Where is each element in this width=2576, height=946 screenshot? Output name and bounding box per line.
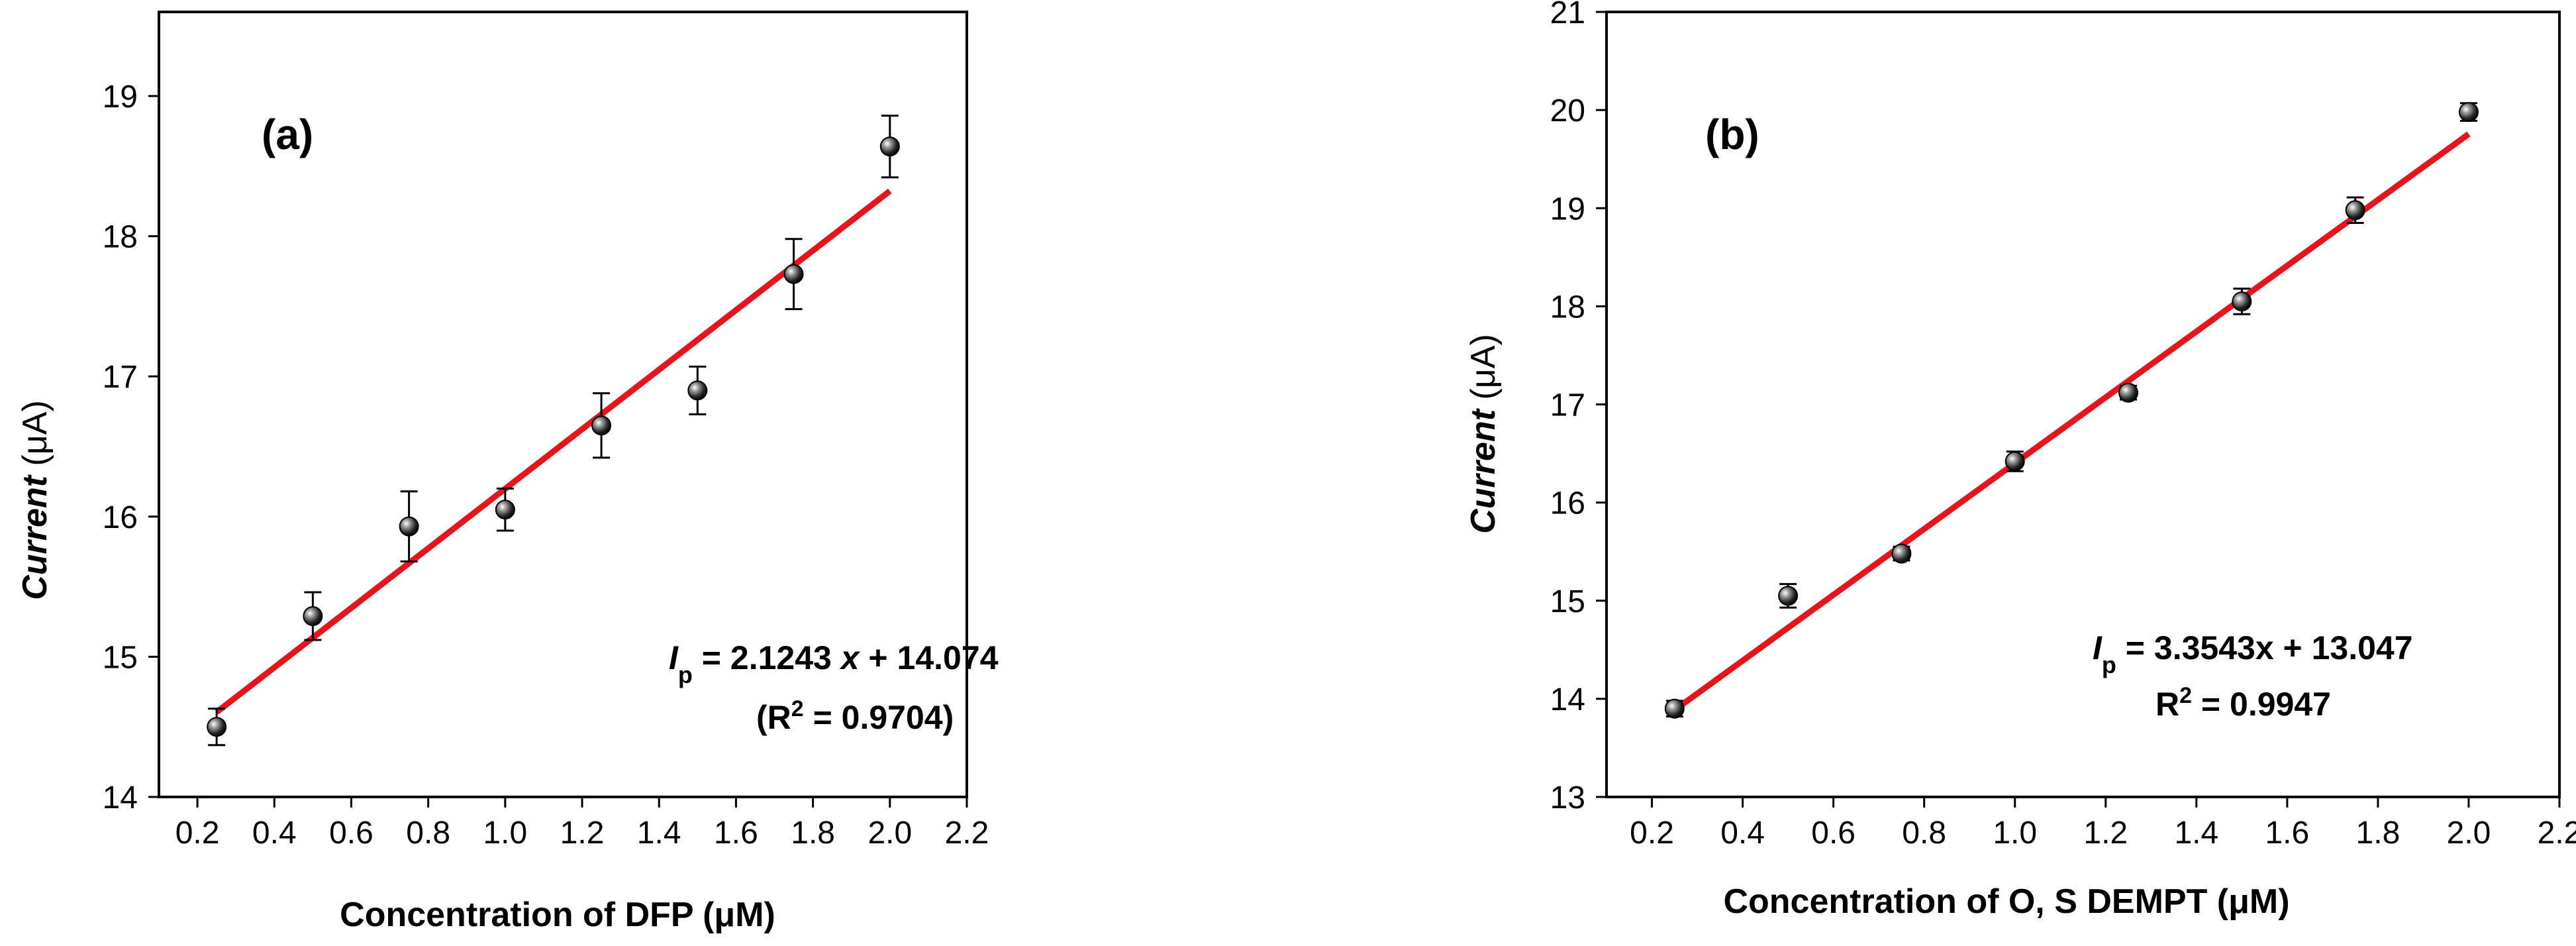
y-tick-label: 17 (1550, 388, 1585, 423)
y-tick-label: 15 (103, 640, 138, 675)
data-point (2232, 291, 2252, 311)
y-tick-label: 13 (1550, 780, 1585, 815)
data-point (207, 717, 227, 737)
chart-panel-a: (a) Concentration of DFP (μM) Current (μ… (16, 11, 999, 934)
x-tick-label: 0.6 (1811, 815, 1856, 851)
data-point (2005, 451, 2025, 472)
x-tick-label: 0.8 (406, 815, 450, 851)
y-tick-label: 16 (103, 500, 138, 535)
x-tick-label: 1.6 (714, 815, 758, 851)
y-tick-label: 19 (1550, 191, 1585, 227)
y-tick-label: 21 (1550, 0, 1585, 30)
data-point (495, 499, 515, 520)
r-squared: (R2 = 0.9704) (756, 696, 954, 736)
y-tick-label: 18 (1550, 289, 1585, 325)
data-point (2118, 382, 2139, 403)
y-axis-label: Current (μA) (16, 400, 54, 600)
y-tick-label: 20 (1550, 93, 1585, 129)
panel-label: (a) (262, 111, 313, 158)
x-tick-label: 0.4 (252, 815, 297, 851)
panel-label: (b) (1705, 111, 1759, 158)
x-tick-label: 2.0 (867, 815, 912, 851)
r-squared: R2 = 0.9947 (2155, 683, 2331, 723)
x-tick-label: 0.2 (175, 815, 220, 851)
x-tick-label: 0.6 (329, 815, 373, 851)
x-tick-label: 1.2 (560, 815, 605, 851)
data-point (591, 415, 612, 436)
plot-frame (158, 11, 968, 798)
x-tick-label: 2.2 (2538, 815, 2576, 851)
y-tick-label: 15 (1550, 584, 1585, 619)
x-tick-label: 2.2 (945, 815, 989, 851)
data-point (687, 380, 708, 401)
data-point (2458, 102, 2479, 123)
data-point (1664, 698, 1685, 719)
x-tick-label: 0.8 (1902, 815, 1946, 851)
data-point (1778, 586, 1799, 606)
x-tick-label: 0.2 (1630, 815, 1674, 851)
y-tick-label: 14 (1550, 682, 1585, 717)
data-point (399, 516, 419, 537)
data-point (783, 264, 804, 284)
fit-line (1673, 131, 2471, 713)
data-point (1891, 543, 1912, 564)
data-point (303, 606, 323, 627)
x-axis-label: Concentration of DFP (μM) (340, 896, 775, 934)
chart-panel-b: (b) Concentration of O, S DEMPT (μM) Cur… (1464, 0, 2576, 921)
fit-equation: Ip = 3.3543x + 13.047 (2093, 629, 2413, 678)
y-axis-label: Current (μA) (1464, 334, 1503, 534)
data-point (879, 136, 900, 157)
x-axis-label: Concentration of O, S DEMPT (μM) (1723, 882, 2289, 921)
y-tick-label: 19 (103, 79, 138, 115)
x-tick-label: 1.6 (2265, 815, 2309, 851)
fit-line (215, 188, 892, 715)
x-tick-label: 1.8 (2356, 815, 2401, 851)
x-tick-label: 2.0 (2447, 815, 2491, 851)
x-tick-label: 1.0 (1993, 815, 2037, 851)
y-tick-label: 16 (1550, 486, 1585, 521)
y-tick-label: 17 (103, 360, 138, 395)
x-tick-label: 1.8 (791, 815, 835, 851)
y-tick-label: 14 (103, 780, 138, 815)
x-tick-label: 1.4 (2174, 815, 2218, 851)
x-tick-label: 1.2 (2083, 815, 2128, 851)
x-tick-label: 1.0 (483, 815, 527, 851)
y-tick-label: 18 (103, 220, 138, 255)
fit-equation: Ip = 2.1243 x + 14.074 (669, 639, 999, 688)
x-tick-label: 1.4 (637, 815, 681, 851)
data-point (2345, 200, 2365, 221)
x-tick-label: 0.4 (1720, 815, 1765, 851)
